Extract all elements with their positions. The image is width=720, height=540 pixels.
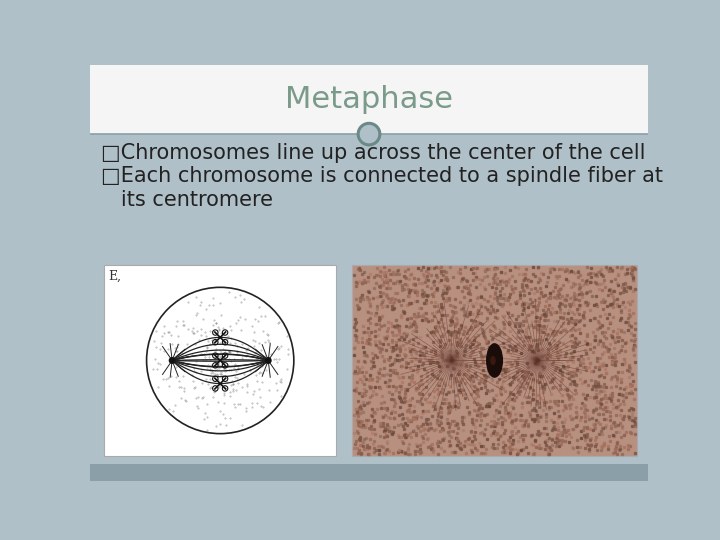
Circle shape (265, 357, 271, 364)
Ellipse shape (486, 343, 503, 378)
Bar (352, 265, 637, 456)
Ellipse shape (490, 356, 495, 365)
Text: E,: E, (109, 269, 122, 282)
Circle shape (168, 357, 176, 364)
Text: □Each chromosome is connected to a spindle fiber at
   its centromere: □Each chromosome is connected to a spind… (101, 166, 663, 210)
Text: □Chromosomes line up across the center of the cell: □Chromosomes line up across the center o… (101, 143, 645, 163)
Circle shape (147, 287, 294, 434)
Bar (104, 265, 336, 456)
Circle shape (358, 123, 380, 145)
Text: Metaphase: Metaphase (285, 85, 453, 114)
Bar (90, 65, 648, 134)
Bar (90, 464, 648, 481)
